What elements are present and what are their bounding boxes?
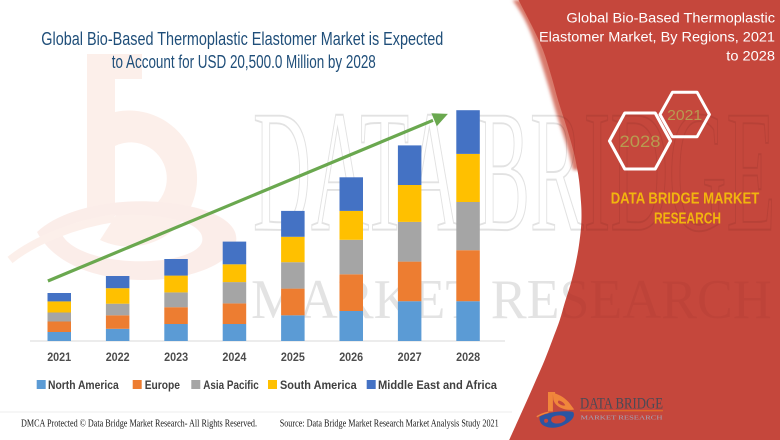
svg-text:2027: 2027	[398, 352, 422, 364]
svg-text:Source: Data Bridge Market Res: Source: Data Bridge Market Research Mark…	[280, 419, 499, 430]
svg-text:Elastomer Market, By Regions,: Elastomer Market, By Regions, 2021	[539, 29, 775, 45]
svg-text:to 2028: to 2028	[726, 48, 775, 64]
svg-text:South America: South America	[280, 378, 357, 392]
svg-text:Middle East and Africa: Middle East and Africa	[378, 378, 497, 392]
svg-text:2026: 2026	[339, 352, 363, 364]
svg-text:2023: 2023	[164, 352, 188, 364]
svg-text:Global Bio-Based Thermoplastic: Global Bio-Based Thermoplastic	[566, 10, 775, 26]
svg-text:DATA BRIDGE: DATA BRIDGE	[580, 396, 663, 413]
svg-text:DMCA Protected © Data Bridge M: DMCA Protected © Data Bridge Market Rese…	[21, 418, 257, 430]
svg-text:RESEARCH: RESEARCH	[654, 211, 721, 228]
svg-text:2021: 2021	[667, 107, 702, 124]
svg-text:Europe: Europe	[145, 378, 181, 392]
svg-text:2025: 2025	[281, 352, 306, 364]
svg-text:to Account for USD 20,500.0 Mi: to Account for USD 20,500.0 Million by 2…	[112, 52, 376, 72]
svg-text:2028: 2028	[456, 352, 481, 364]
svg-text:Global Bio-Based Thermoplastic: Global Bio-Based Thermoplastic Elastomer…	[41, 29, 443, 49]
svg-text:2028: 2028	[620, 132, 661, 151]
svg-text:2021: 2021	[47, 352, 72, 364]
svg-text:North America: North America	[48, 378, 119, 392]
svg-text:2024: 2024	[222, 352, 247, 364]
svg-text:MARKET RESEARCH: MARKET RESEARCH	[581, 415, 663, 422]
svg-text:Asia Pacific: Asia Pacific	[203, 378, 259, 392]
svg-text:2022: 2022	[106, 352, 130, 364]
svg-text:DATA BRIDGE MARKET: DATA BRIDGE MARKET	[611, 190, 760, 207]
